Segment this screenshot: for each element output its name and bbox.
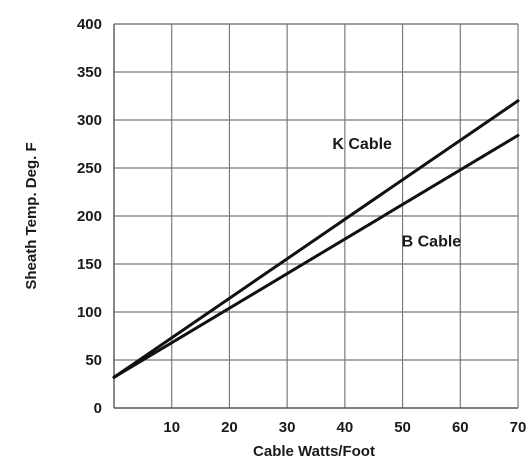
series-line-k-cable [112, 99, 520, 379]
series-annotations: K Cable B Cable [332, 136, 461, 251]
x-tick-label-10: 10 [163, 419, 180, 436]
x-tick-label-70: 70 [510, 419, 527, 436]
x-tick-label-40: 40 [337, 419, 354, 436]
plot-frame [113, 23, 519, 409]
x-tick-label-60: 60 [452, 419, 469, 436]
series-line-b-cable [112, 133, 520, 379]
y-tick-labels: 0 50 100 150 200 250 300 350 400 [77, 16, 102, 417]
y-tick-label-100: 100 [77, 304, 102, 321]
series-label-b-cable: B Cable [402, 234, 462, 251]
y-tick-label-350: 350 [77, 64, 102, 81]
y-axis-title: Sheath Temp. Deg. F [23, 142, 40, 289]
grid [114, 23, 518, 408]
y-tick-label-150: 150 [77, 256, 102, 273]
y-tick-label-50: 50 [85, 352, 102, 369]
x-tick-labels: 10 20 30 40 50 60 70 [163, 419, 526, 436]
x-tick-label-30: 30 [279, 419, 296, 436]
y-tick-label-400: 400 [77, 16, 102, 33]
y-tick-label-300: 300 [77, 112, 102, 129]
x-tick-label-20: 20 [221, 419, 238, 436]
x-tick-label-50: 50 [394, 419, 411, 436]
y-tick-label-250: 250 [77, 160, 102, 177]
y-tick-label-0: 0 [94, 400, 102, 417]
series-lines [112, 99, 520, 379]
y-tick-label-200: 200 [77, 208, 102, 225]
series-label-k-cable: K Cable [332, 136, 392, 153]
x-axis-title: Cable Watts/Foot [253, 443, 375, 460]
